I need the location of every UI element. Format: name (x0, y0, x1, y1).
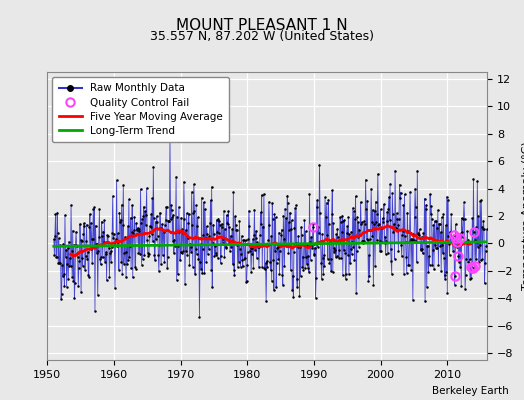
Text: MOUNT PLEASANT 1 N: MOUNT PLEASANT 1 N (176, 18, 348, 33)
Text: 35.557 N, 87.202 W (United States): 35.557 N, 87.202 W (United States) (150, 30, 374, 43)
Y-axis label: Temperature Anomaly (°C): Temperature Anomaly (°C) (522, 142, 524, 290)
Legend: Raw Monthly Data, Quality Control Fail, Five Year Moving Average, Long-Term Tren: Raw Monthly Data, Quality Control Fail, … (52, 77, 229, 142)
Text: Berkeley Earth: Berkeley Earth (432, 386, 508, 396)
